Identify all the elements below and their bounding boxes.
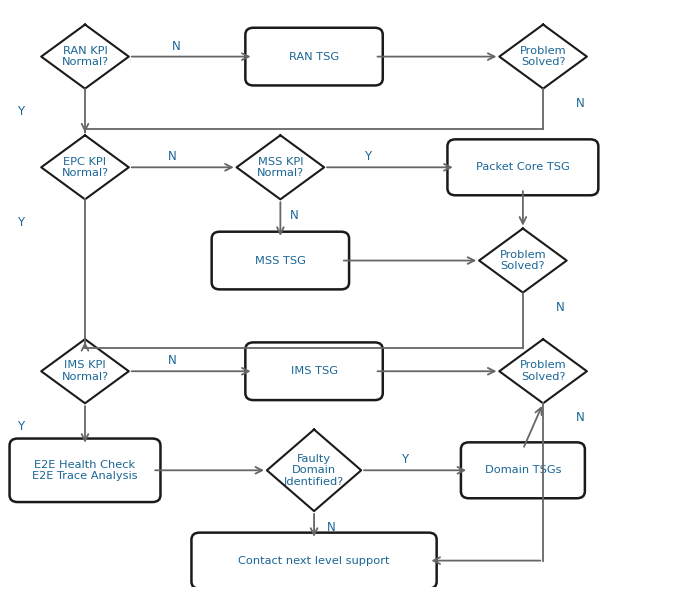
Polygon shape xyxy=(237,135,324,199)
Text: Domain TSGs: Domain TSGs xyxy=(485,465,561,475)
Text: Y: Y xyxy=(402,453,409,466)
Text: N: N xyxy=(576,411,584,424)
Polygon shape xyxy=(499,25,587,89)
FancyBboxPatch shape xyxy=(10,439,160,502)
Text: IMS TSG: IMS TSG xyxy=(291,366,338,376)
Text: N: N xyxy=(327,521,336,534)
Text: IMS KPI
Normal?: IMS KPI Normal? xyxy=(61,361,108,382)
Polygon shape xyxy=(41,339,129,403)
Text: Packet Core TSG: Packet Core TSG xyxy=(476,163,569,173)
Text: N: N xyxy=(172,40,180,53)
Text: MSS KPI
Normal?: MSS KPI Normal? xyxy=(257,157,304,178)
FancyBboxPatch shape xyxy=(246,28,383,86)
Text: Y: Y xyxy=(18,105,25,118)
FancyBboxPatch shape xyxy=(461,442,585,498)
Text: RAN TSG: RAN TSG xyxy=(289,51,339,61)
Text: E2E Health Check
E2E Trace Analysis: E2E Health Check E2E Trace Analysis xyxy=(32,459,138,481)
Text: Y: Y xyxy=(18,216,25,229)
Text: Problem
Solved?: Problem Solved? xyxy=(520,46,567,67)
FancyBboxPatch shape xyxy=(192,532,436,589)
Text: N: N xyxy=(168,354,177,367)
Text: Problem
Solved?: Problem Solved? xyxy=(500,250,546,271)
Polygon shape xyxy=(499,339,587,403)
Text: N: N xyxy=(556,301,564,314)
Polygon shape xyxy=(41,135,129,199)
Polygon shape xyxy=(41,25,129,89)
FancyBboxPatch shape xyxy=(211,232,349,290)
Text: Contact next level support: Contact next level support xyxy=(238,556,390,566)
FancyBboxPatch shape xyxy=(447,139,598,195)
Polygon shape xyxy=(267,430,361,511)
Text: RAN KPI
Normal?: RAN KPI Normal? xyxy=(61,46,108,67)
FancyBboxPatch shape xyxy=(246,342,383,400)
Polygon shape xyxy=(479,229,567,293)
Text: N: N xyxy=(576,97,584,110)
Text: Problem
Solved?: Problem Solved? xyxy=(520,361,567,382)
Text: Y: Y xyxy=(18,420,25,433)
Text: MSS TSG: MSS TSG xyxy=(255,255,306,265)
Text: N: N xyxy=(289,209,298,222)
Text: Faulty
Domain
Identified?: Faulty Domain Identified? xyxy=(284,454,344,487)
Text: Y: Y xyxy=(364,150,372,163)
Text: N: N xyxy=(168,150,177,163)
Text: EPC KPI
Normal?: EPC KPI Normal? xyxy=(61,157,108,178)
